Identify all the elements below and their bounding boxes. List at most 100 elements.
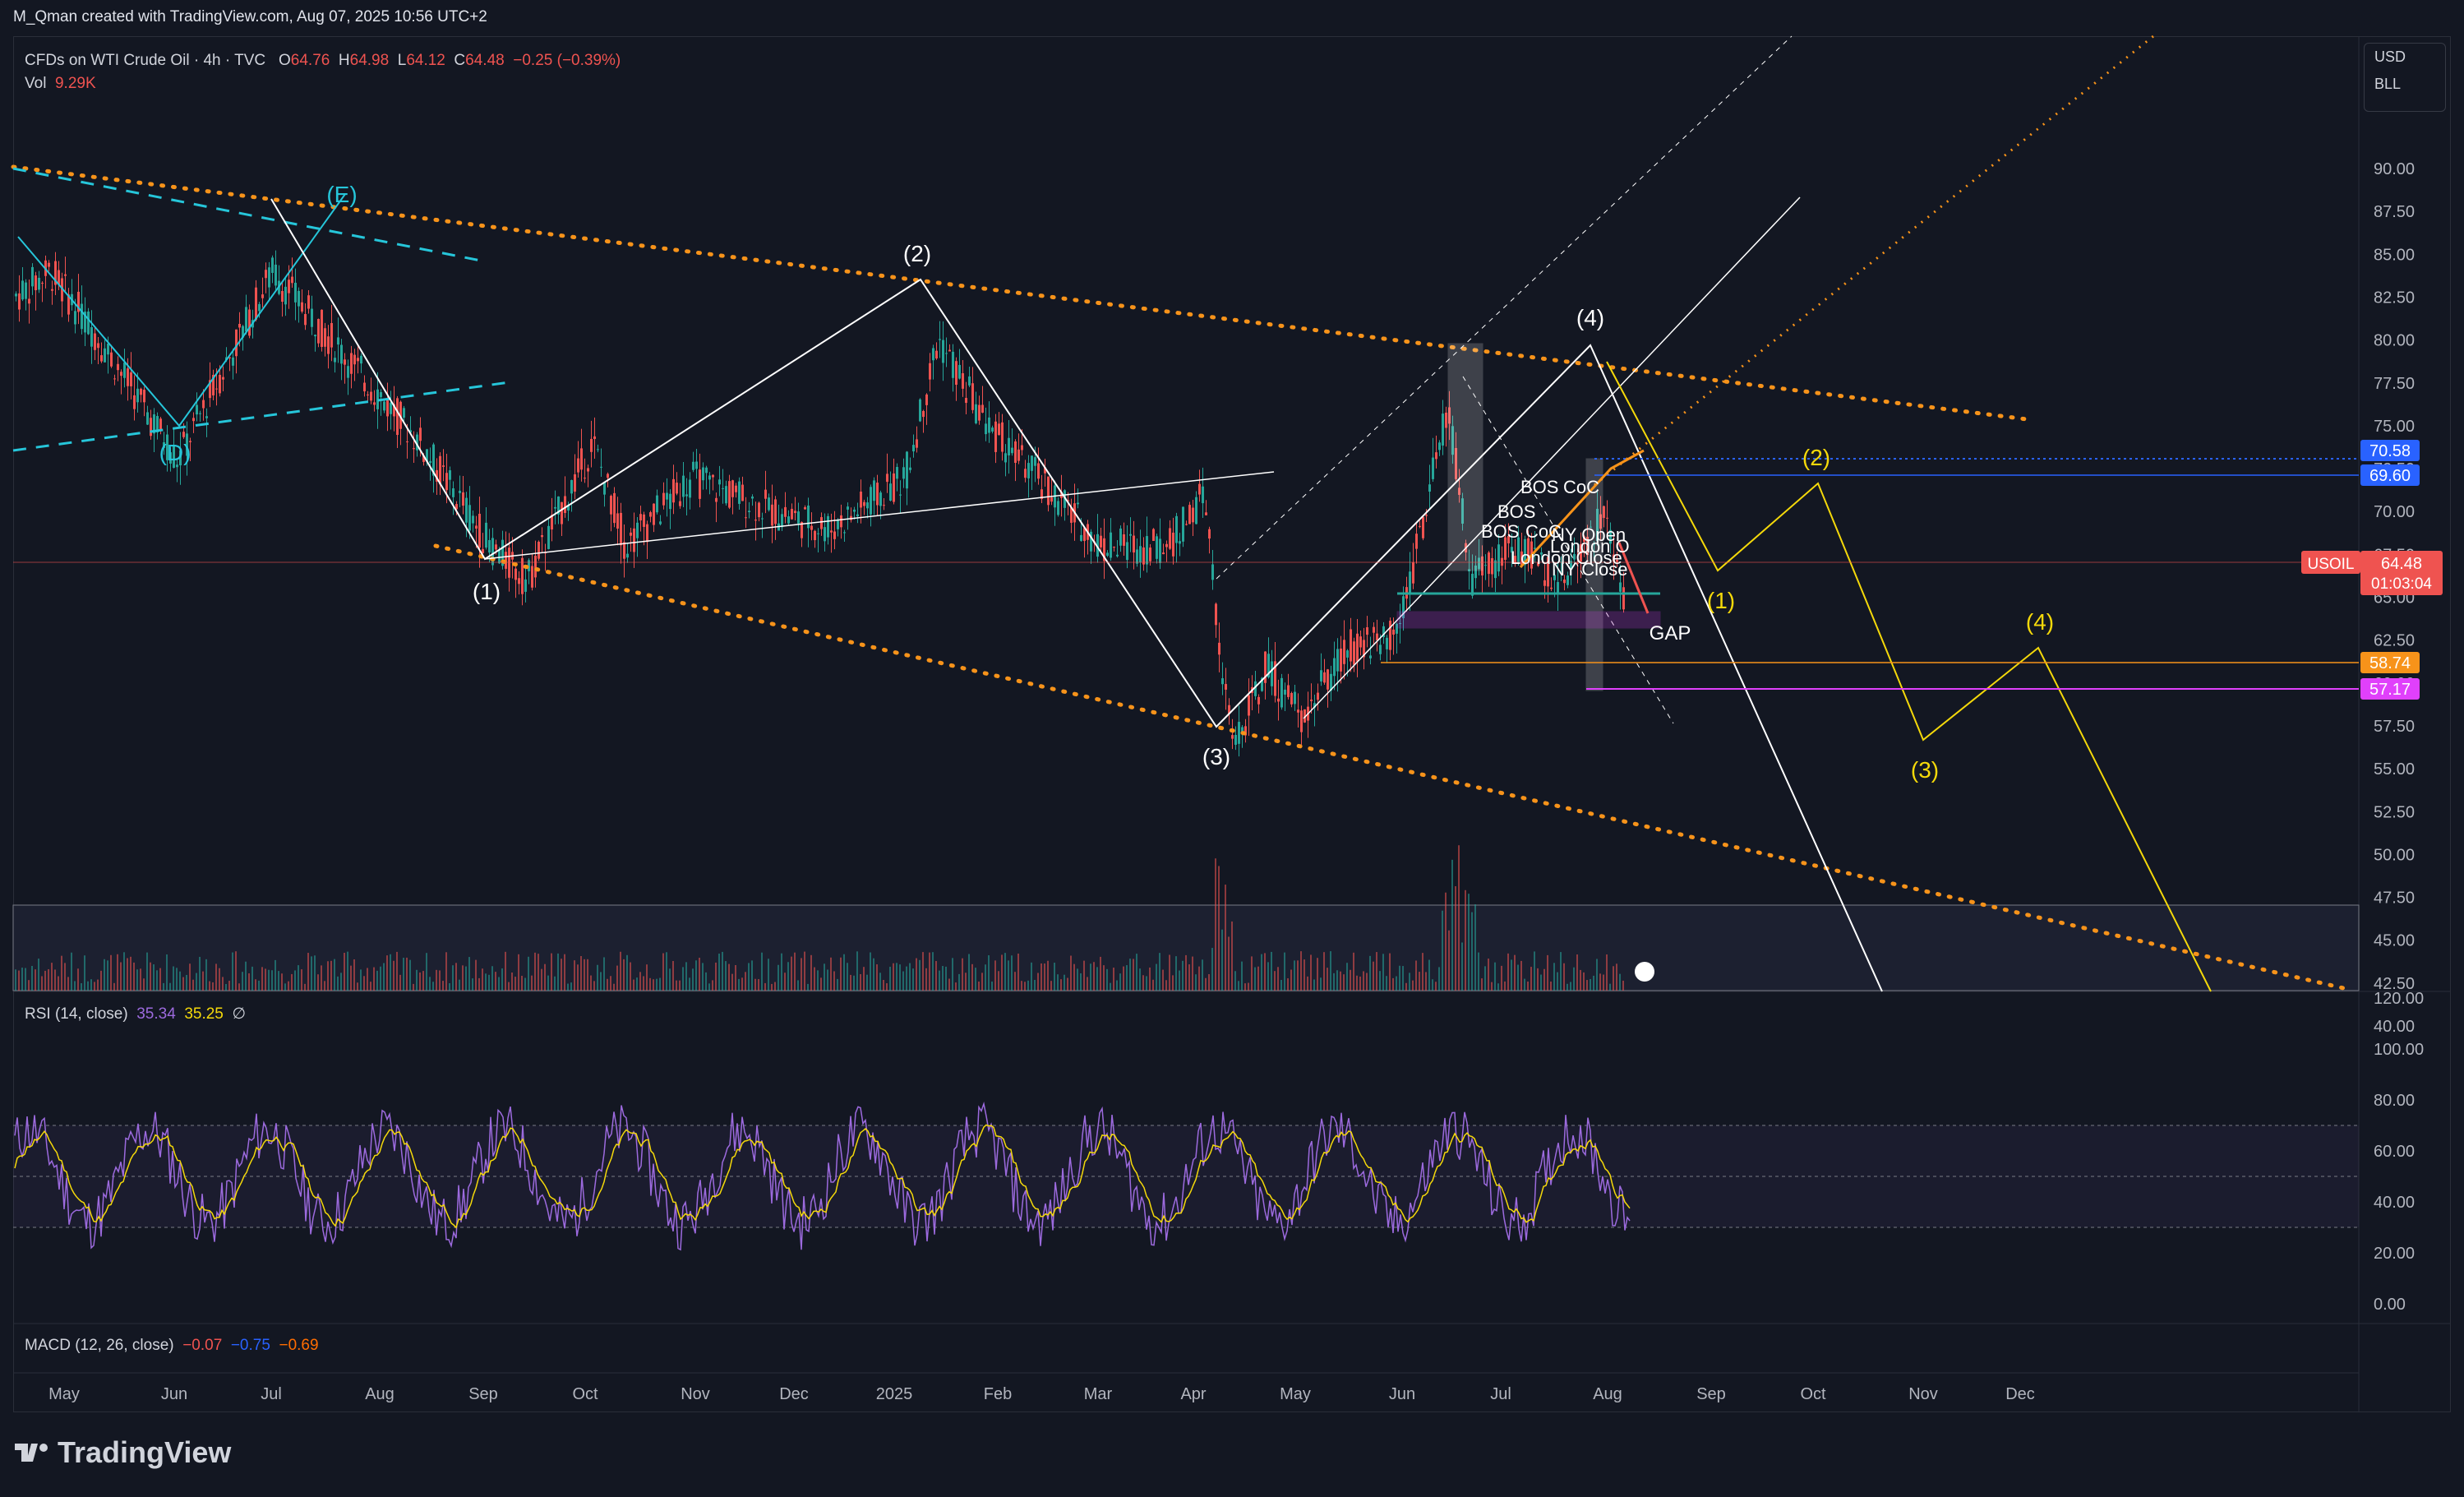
volume-bar (1379, 971, 1381, 991)
volume-bar (1330, 951, 1331, 991)
volume-bar (1169, 954, 1170, 991)
candle-body (1146, 536, 1148, 565)
volume-bar (968, 954, 970, 991)
volume-bar (840, 957, 842, 991)
candle-body (281, 290, 284, 303)
price-tick-label: 70.00 (2374, 503, 2415, 521)
volume-bar (1264, 953, 1266, 991)
candle-body (25, 282, 27, 299)
volume-bar (820, 977, 822, 991)
volume-bar (620, 951, 621, 991)
smc-label: BOS (1497, 501, 1535, 522)
volume-bar (1064, 974, 1065, 991)
candle-body (54, 261, 57, 285)
volume-bar (630, 962, 631, 991)
channel-upper-line (11, 164, 2029, 422)
candle-body (912, 445, 915, 452)
volume-bar (449, 983, 450, 991)
candle-body (1047, 476, 1050, 506)
candle-body (1478, 557, 1480, 570)
price-candles (15, 250, 1625, 757)
candle-body (935, 350, 938, 359)
price-tick-label: 85.00 (2374, 246, 2415, 264)
candle-body (173, 445, 175, 469)
macd-label[interactable]: MACD (12, 26, close) (25, 1337, 174, 1354)
candle-body (192, 418, 195, 422)
volume-bar (150, 962, 151, 991)
candle-body (1215, 603, 1217, 626)
candle-body (64, 274, 67, 276)
price-tick-label: 42.50 (2374, 975, 2415, 993)
volume-bar (153, 964, 155, 991)
volume-bar (1096, 967, 1098, 991)
candle-body (837, 520, 839, 529)
candle-body (1106, 552, 1109, 557)
volume-bar (771, 983, 773, 991)
volume-bar (1405, 982, 1407, 991)
candle-body (209, 380, 211, 399)
currency-label[interactable]: USD (2374, 49, 2406, 65)
volume-bar (912, 968, 914, 991)
volume-bar (554, 976, 556, 991)
volume-bar (90, 979, 92, 991)
volume-bar (1428, 959, 1430, 991)
time-axis-label: May (48, 1385, 80, 1403)
volume-bar (1478, 952, 1479, 991)
candle-body (1491, 557, 1493, 575)
candle-body (81, 303, 83, 330)
candle-body (1428, 484, 1431, 492)
volume-bar (1514, 954, 1516, 991)
candle-body (656, 495, 658, 513)
rsi-label[interactable]: RSI (14, close) (25, 1005, 128, 1023)
volume-bar (495, 972, 496, 991)
candle-body (386, 399, 389, 417)
currency-unit-selector[interactable]: USD BLL (2364, 43, 2446, 112)
candle-body (258, 303, 261, 312)
candle-body (768, 497, 770, 511)
candle-body (1567, 575, 1569, 585)
volume-bar (682, 967, 684, 991)
volume-bar (1202, 959, 1203, 991)
volume-bar (491, 966, 493, 991)
volume-bar (600, 972, 602, 991)
volume-bar (278, 971, 279, 991)
candle-body (1484, 565, 1487, 566)
volume-bar (873, 958, 874, 991)
volume-bar (242, 972, 243, 991)
candle-body (48, 262, 50, 267)
candle-body (1438, 442, 1441, 450)
candle-body (380, 392, 382, 398)
candle-body (1014, 441, 1017, 464)
wave-label-white: (2) (903, 241, 931, 266)
candle-body (330, 322, 333, 348)
tradingview-logo[interactable]: TradingView (15, 1435, 231, 1470)
volume-bar (876, 964, 878, 991)
candle-body (764, 489, 767, 499)
volume-bar (1576, 954, 1578, 991)
candle-body (820, 517, 823, 529)
volume-bar (1297, 960, 1299, 991)
volume-bar (906, 966, 907, 991)
candle-body (1218, 642, 1220, 655)
candle-body (909, 467, 911, 470)
unit-label[interactable]: BLL (2374, 76, 2402, 92)
volume-bar (1011, 955, 1013, 991)
volume-bar (662, 953, 664, 991)
volume-bar (613, 983, 615, 991)
volume-bar (1119, 973, 1121, 991)
volume-bar (626, 954, 628, 991)
symbol-title[interactable]: CFDs on WTI Crude Oil · 4h · TVC (25, 52, 266, 69)
candle-body (238, 323, 241, 328)
candle-body (459, 490, 461, 493)
volume-bar (787, 962, 789, 991)
volume-bar (1248, 982, 1249, 991)
volume-bar (1494, 962, 1496, 991)
candle-body (304, 314, 307, 326)
candle-body (222, 377, 224, 380)
volume-bar (745, 972, 746, 991)
candle-body (1445, 412, 1447, 428)
candle-body (547, 525, 550, 549)
candle-body (699, 469, 701, 499)
candle-body (1580, 543, 1582, 562)
